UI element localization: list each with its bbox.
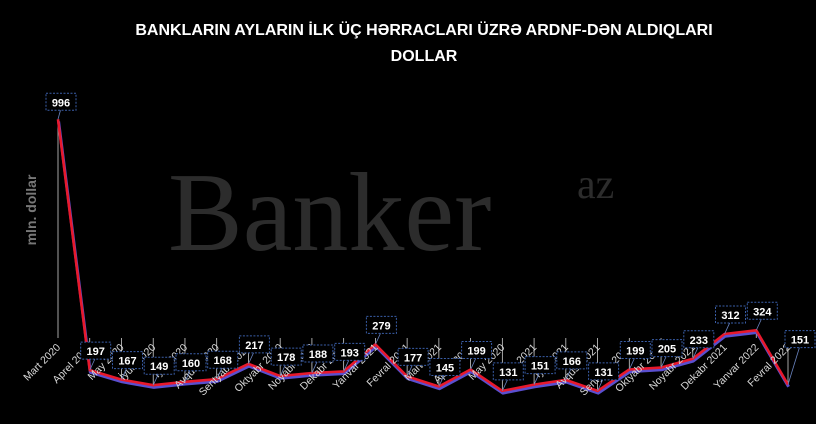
data-label: 151 [524, 356, 556, 385]
data-label: 193 [334, 342, 366, 372]
data-label-box [524, 356, 556, 375]
data-label-text: 160 [182, 358, 200, 370]
data-label: 233 [683, 330, 715, 360]
data-label-leader [152, 372, 160, 386]
data-label-text: 279 [372, 320, 390, 332]
data-label-text: 193 [341, 347, 359, 359]
y-axis-label: mln. dollar [23, 174, 39, 245]
watermark: Banker az [168, 151, 614, 275]
data-label-box [270, 347, 302, 366]
data-label-box [746, 301, 778, 320]
data-label-text: 312 [721, 310, 739, 322]
data-label: 178 [270, 347, 302, 377]
data-label-leader [565, 366, 573, 381]
data-label: 197 [80, 341, 112, 371]
data-label-leader [724, 320, 731, 335]
data-label-box [556, 351, 588, 370]
data-label-box [334, 342, 366, 361]
data-label-leader [470, 356, 477, 370]
data-label: 149 [143, 356, 175, 386]
data-label-text: 178 [277, 352, 295, 364]
data-label: 996 [45, 92, 77, 120]
data-label-box [492, 362, 524, 381]
data-label-text: 151 [791, 335, 809, 347]
data-label: 160 [175, 353, 207, 382]
data-label: 131 [492, 362, 524, 392]
watermark-superscript: az [577, 162, 614, 208]
data-label-text: 131 [499, 367, 517, 379]
data-label-text: 188 [309, 349, 327, 361]
data-label-box [784, 330, 816, 349]
data-label-text: 177 [404, 352, 422, 364]
data-label-box [461, 341, 493, 359]
data-label-box [651, 339, 683, 358]
data-label-text: 131 [594, 367, 612, 379]
data-label-box [112, 351, 143, 370]
data-label-leader [406, 363, 414, 377]
data-label: 166 [556, 351, 588, 381]
chart-title-line-1: BANKLARIN AYLARIN İLK ÜÇ HƏRRACLARI ÜZRƏ… [135, 20, 712, 39]
data-label-box [175, 353, 207, 372]
data-label-box [683, 330, 715, 349]
data-label: 205 [651, 339, 683, 368]
data-label: 151 [784, 330, 816, 385]
data-label-text: 199 [626, 346, 644, 358]
data-label-box [45, 92, 77, 111]
data-label-text: 149 [150, 361, 168, 373]
data-label: 188 [302, 344, 334, 374]
series-line-shadow [57, 121, 790, 395]
data-label: 145 [429, 358, 461, 387]
data-label-box [302, 344, 334, 363]
data-label-text: 151 [531, 361, 549, 373]
data-label-box [365, 315, 397, 334]
series-line [56, 119, 790, 393]
data-labels: 996 197 167 149 160 168 217 178 188 193 279 177 145 1… [45, 92, 816, 392]
data-label: 199 [461, 341, 493, 370]
chart-title: BANKLARIN AYLARIN İLK ÜÇ HƏRRACLARI ÜZRƏ… [135, 20, 712, 65]
data-label-box [238, 335, 270, 354]
data-label-text: 996 [52, 97, 70, 109]
data-label-leader [248, 350, 255, 365]
data-label-text: 197 [87, 346, 105, 358]
data-label: 279 [365, 315, 397, 345]
data-label: 217 [238, 335, 270, 365]
data-label-box [143, 356, 175, 375]
chart-title-line-2: DOLLAR [391, 48, 458, 65]
data-label-leader [311, 359, 319, 374]
data-label-text: 168 [214, 355, 232, 367]
data-label-leader [628, 356, 636, 370]
data-label-box [397, 347, 429, 366]
data-label-text: 166 [563, 356, 581, 368]
data-label-text: 145 [436, 363, 454, 375]
data-label-text: 324 [753, 306, 772, 318]
series-lines [56, 119, 790, 395]
data-label-text: 167 [118, 356, 136, 368]
watermark-text: Banker [168, 151, 491, 275]
data-label: 177 [397, 347, 429, 377]
data-label-leader [89, 356, 97, 371]
data-label-text: 217 [245, 340, 263, 352]
data-label-box [80, 341, 112, 360]
data-label: 324 [746, 301, 778, 331]
data-label-leader [660, 354, 668, 368]
data-label: 199 [619, 341, 651, 370]
data-label-box [588, 362, 620, 381]
data-label-text: 199 [467, 346, 485, 358]
data-label-box [619, 341, 651, 359]
data-label-text: 205 [658, 344, 676, 356]
data-label-box [715, 305, 746, 324]
data-label: 168 [207, 350, 239, 380]
data-label-text: 233 [690, 335, 708, 347]
data-label-box [429, 358, 461, 376]
data-label-leader [501, 377, 509, 392]
data-label: 312 [715, 305, 746, 335]
data-label-box [207, 350, 239, 369]
data-label-leader [787, 345, 801, 385]
data-label: 167 [112, 351, 143, 380]
data-label: 131 [588, 362, 620, 392]
